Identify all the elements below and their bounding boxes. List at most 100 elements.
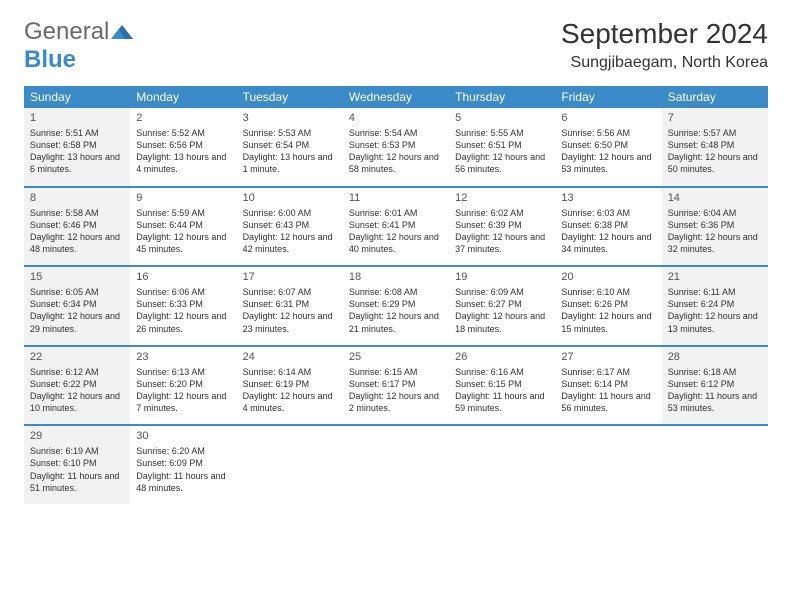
day-info: Sunrise: 6:17 AMSunset: 6:14 PMDaylight:…: [561, 366, 655, 415]
day-info: Sunrise: 6:05 AMSunset: 6:34 PMDaylight:…: [30, 286, 124, 335]
weekday-friday: Friday: [555, 86, 661, 108]
day-number: 12: [455, 192, 549, 204]
sunrise-text: Sunrise: 6:05 AM: [30, 286, 124, 298]
day-cell: 28Sunrise: 6:18 AMSunset: 6:12 PMDayligh…: [662, 347, 768, 425]
day-info: Sunrise: 5:55 AMSunset: 6:51 PMDaylight:…: [455, 127, 549, 176]
day-cell: 4 Sunrise: 5:54 AMSunset: 6:53 PMDaylight…: [343, 108, 449, 186]
day-number: 1: [30, 112, 124, 124]
day-cell: 14Sunrise: 6:04 AMSunset: 6:36 PMDayligh…: [662, 188, 768, 266]
daylight-text: Daylight: 12 hours and 50 minutes.: [668, 151, 762, 175]
sunset-text: Sunset: 6:46 PM: [30, 219, 124, 231]
week-row: 8Sunrise: 5:58 AMSunset: 6:46 PMDaylight…: [24, 188, 768, 268]
day-number: 4: [349, 112, 443, 124]
daylight-text: Daylight: 12 hours and 2 minutes.: [349, 390, 443, 414]
day-number: 11: [349, 192, 443, 204]
sunrise-text: Sunrise: 6:00 AM: [243, 207, 337, 219]
sunset-text: Sunset: 6:20 PM: [136, 378, 230, 390]
daylight-text: Daylight: 11 hours and 51 minutes.: [30, 470, 124, 494]
day-number: 5: [455, 112, 549, 124]
day-number: 16: [136, 271, 230, 283]
sunrise-text: Sunrise: 6:10 AM: [561, 286, 655, 298]
daylight-text: Daylight: 12 hours and 10 minutes.: [30, 390, 124, 414]
sunset-text: Sunset: 6:26 PM: [561, 298, 655, 310]
day-cell: 23Sunrise: 6:13 AMSunset: 6:20 PMDayligh…: [130, 347, 236, 425]
day-cell: 30Sunrise: 6:20 AMSunset: 6:09 PMDayligh…: [130, 426, 236, 504]
sunset-text: Sunset: 6:43 PM: [243, 219, 337, 231]
day-cell: 21 Sunrise: 6:11 AMSunset: 6:24 PMDayligh…: [662, 267, 768, 345]
location: Sungjibaegam, North Korea: [561, 54, 768, 72]
day-info: Sunrise: 6:08 AMSunset: 6:29 PMDaylight:…: [349, 286, 443, 335]
day-cell: 19Sunrise: 6:09 AMSunset: 6:27 PMDayligh…: [449, 267, 555, 345]
daylight-text: Daylight: 13 hours and 1 minute.: [243, 151, 337, 175]
day-info: Sunrise: 6:13 AMSunset: 6:20 PMDaylight:…: [136, 366, 230, 415]
sunrise-text: Sunrise: 6:12 AM: [30, 366, 124, 378]
sunrise-text: Sunrise: 6:11 AM: [668, 286, 762, 298]
day-number: 27: [561, 351, 655, 363]
day-number: 2: [136, 112, 230, 124]
day-number: 7: [668, 112, 762, 124]
week-row: 15Sunrise: 6:05 AMSunset: 6:34 PMDayligh…: [24, 267, 768, 347]
sunset-text: Sunset: 6:53 PM: [349, 139, 443, 151]
daylight-text: Daylight: 12 hours and 13 minutes.: [668, 310, 762, 334]
sunrise-text: Sunrise: 6:13 AM: [136, 366, 230, 378]
day-cell: 7Sunrise: 5:57 AMSunset: 6:48 PMDaylight…: [662, 108, 768, 186]
day-number: 21: [668, 271, 762, 283]
sunrise-text: Sunrise: 6:06 AM: [136, 286, 230, 298]
day-cell: 3Sunrise: 5:53 AMSunset: 6:54 PMDaylight…: [237, 108, 343, 186]
daylight-text: Daylight: 11 hours and 59 minutes.: [455, 390, 549, 414]
calendar: Sunday Monday Tuesday Wednesday Thursday…: [24, 86, 768, 504]
day-number: 18: [349, 271, 443, 283]
sunset-text: Sunset: 6:22 PM: [30, 378, 124, 390]
sunset-text: Sunset: 6:24 PM: [668, 298, 762, 310]
day-cell: 2Sunrise: 5:52 AMSunset: 6:56 PMDaylight…: [130, 108, 236, 186]
daylight-text: Daylight: 12 hours and 48 minutes.: [30, 231, 124, 255]
day-cell-empty: [662, 426, 768, 504]
day-cell: 5 Sunrise: 5:55 AMSunset: 6:51 PMDaylight…: [449, 108, 555, 186]
day-info: Sunrise: 6:16 AMSunset: 6:15 PMDaylight:…: [455, 366, 549, 415]
sunrise-text: Sunrise: 6:19 AM: [30, 445, 124, 457]
day-info: Sunrise: 6:20 AMSunset: 6:09 PMDaylight:…: [136, 445, 230, 494]
day-cell: 13Sunrise: 6:03 AMSunset: 6:38 PMDayligh…: [555, 188, 661, 266]
sunset-text: Sunset: 6:50 PM: [561, 139, 655, 151]
sunset-text: Sunset: 6:29 PM: [349, 298, 443, 310]
logo-triangle-icon: [111, 18, 133, 45]
logo-blue: Blue: [24, 46, 76, 73]
day-cell: 11 Sunrise: 6:01 AMSunset: 6:41 PMDayligh…: [343, 188, 449, 266]
daylight-text: Daylight: 12 hours and 45 minutes.: [136, 231, 230, 255]
sunset-text: Sunset: 6:27 PM: [455, 298, 549, 310]
day-cell: 8Sunrise: 5:58 AMSunset: 6:46 PMDaylight…: [24, 188, 130, 266]
sunrise-text: Sunrise: 6:01 AM: [349, 207, 443, 219]
sunset-text: Sunset: 6:09 PM: [136, 457, 230, 469]
sunset-text: Sunset: 6:41 PM: [349, 219, 443, 231]
daylight-text: Daylight: 12 hours and 18 minutes.: [455, 310, 549, 334]
daylight-text: Daylight: 11 hours and 56 minutes.: [561, 390, 655, 414]
sunrise-text: Sunrise: 5:59 AM: [136, 207, 230, 219]
daylight-text: Daylight: 12 hours and 37 minutes.: [455, 231, 549, 255]
day-cell: 24 Sunrise: 6:14 AMSunset: 6:19 PMDayligh…: [237, 347, 343, 425]
sunrise-text: Sunrise: 6:04 AM: [668, 207, 762, 219]
sunrise-text: Sunrise: 6:18 AM: [668, 366, 762, 378]
weekday-header: Sunday Monday Tuesday Wednesday Thursday…: [24, 86, 768, 108]
day-cell: 27 Sunrise: 6:17 AMSunset: 6:14 PMDayligh…: [555, 347, 661, 425]
day-info: Sunrise: 6:14 AMSunset: 6:19 PMDaylight:…: [243, 366, 337, 415]
daylight-text: Daylight: 12 hours and 15 minutes.: [561, 310, 655, 334]
header: GeneralBlue September 2024 Sungjibaegam,…: [24, 18, 768, 74]
day-cell: 6Sunrise: 5:56 AMSunset: 6:50 PMDaylight…: [555, 108, 661, 186]
day-number: 13: [561, 192, 655, 204]
daylight-text: Daylight: 12 hours and 7 minutes.: [136, 390, 230, 414]
day-number: 3: [243, 112, 337, 124]
daylight-text: Daylight: 13 hours and 6 minutes.: [30, 151, 124, 175]
day-number: 9: [136, 192, 230, 204]
sunset-text: Sunset: 6:44 PM: [136, 219, 230, 231]
day-info: Sunrise: 6:19 AMSunset: 6:10 PMDaylight:…: [30, 445, 124, 494]
day-number: 24: [243, 351, 337, 363]
day-info: Sunrise: 6:11 AMSunset: 6:24 PMDaylight:…: [668, 286, 762, 335]
day-info: Sunrise: 5:54 AMSunset: 6:53 PMDaylight:…: [349, 127, 443, 176]
sunrise-text: Sunrise: 6:02 AM: [455, 207, 549, 219]
day-info: Sunrise: 6:01 AMSunset: 6:41 PMDaylight:…: [349, 207, 443, 256]
day-info: Sunrise: 5:56 AMSunset: 6:50 PMDaylight:…: [561, 127, 655, 176]
day-number: 8: [30, 192, 124, 204]
sunset-text: Sunset: 6:34 PM: [30, 298, 124, 310]
day-info: Sunrise: 6:02 AMSunset: 6:39 PMDaylight:…: [455, 207, 549, 256]
day-info: Sunrise: 6:09 AMSunset: 6:27 PMDaylight:…: [455, 286, 549, 335]
